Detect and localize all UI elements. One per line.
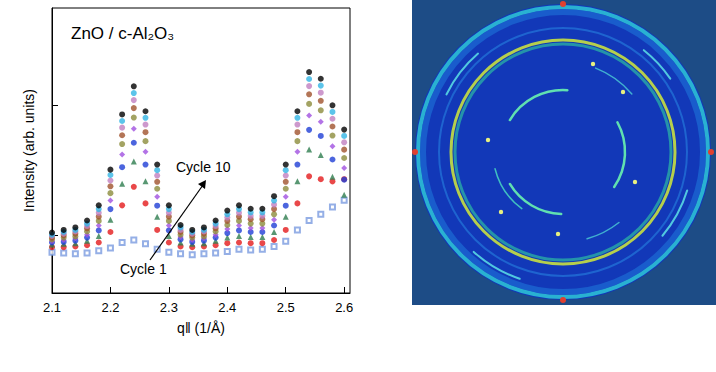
svg-text:2.2: 2.2 (101, 300, 119, 315)
svg-text:2.4: 2.4 (218, 300, 236, 315)
svg-text:2.6: 2.6 (335, 300, 353, 315)
svg-text:2.3: 2.3 (160, 300, 178, 315)
svg-text:2.1: 2.1 (43, 300, 61, 315)
svg-text:ZnO / c-Al₂O₃: ZnO / c-Al₂O₃ (71, 24, 174, 43)
svg-text:Cycle 1: Cycle 1 (120, 261, 167, 277)
svg-text:2.5: 2.5 (277, 300, 295, 315)
svg-text:Cycle 10: Cycle 10 (176, 159, 231, 175)
svg-text:Intensity (arb. units): Intensity (arb. units) (21, 89, 37, 212)
svg-text:q‖ (1/Å): q‖ (1/Å) (177, 320, 225, 336)
